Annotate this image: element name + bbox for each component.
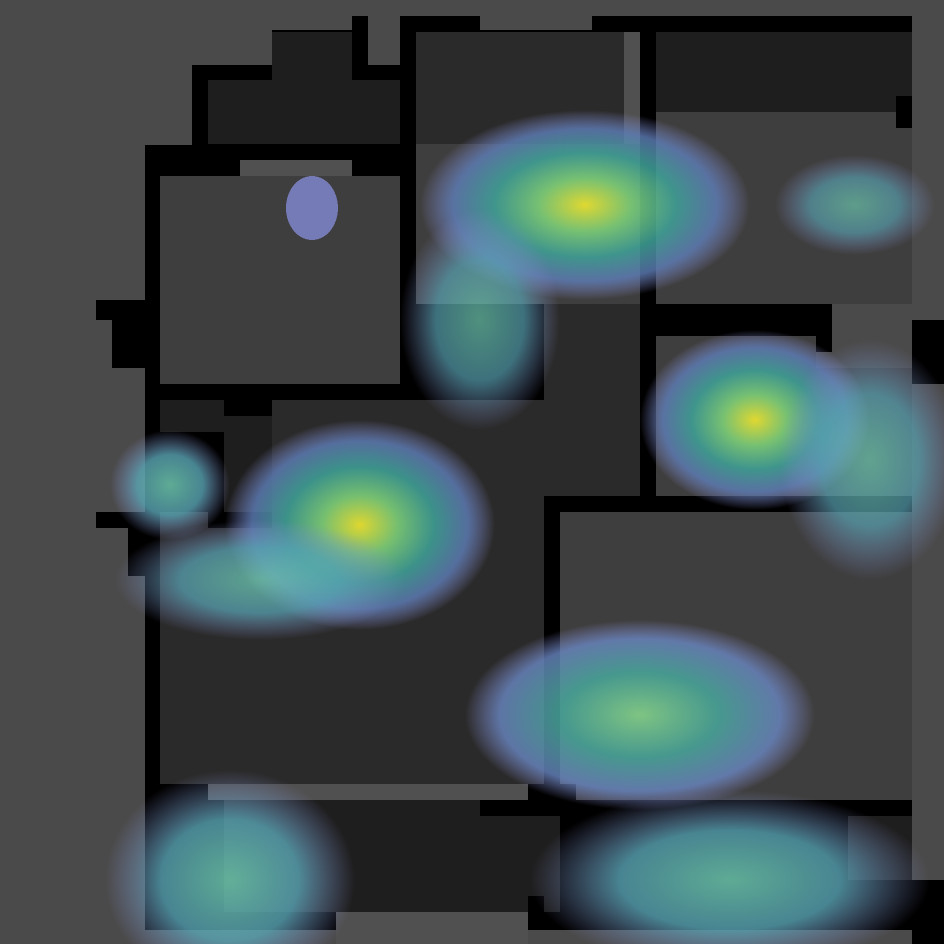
room-top-left-dark	[208, 80, 400, 144]
room-top-left-notch	[272, 32, 352, 80]
room-top-right	[656, 32, 912, 112]
room-small-left	[160, 400, 224, 432]
corridor-strip-left	[240, 160, 352, 176]
heat-blob-top-right	[775, 155, 935, 255]
heat-blob-right-edge	[780, 340, 944, 580]
heat-blob-bottom-right	[530, 790, 930, 944]
heat-blob-tail	[115, 520, 405, 640]
heat-blob-bottom-left	[105, 770, 355, 944]
heat-overlay	[105, 110, 944, 944]
room-left-large	[160, 176, 400, 384]
heat-blob-left	[110, 430, 230, 540]
heat-blob-stem	[400, 210, 560, 430]
heat-blob-lower-right	[465, 620, 815, 810]
room-center-right	[544, 304, 640, 496]
room-bottom-corridor	[336, 912, 528, 944]
heat-blob-top-left-dot	[286, 176, 338, 240]
